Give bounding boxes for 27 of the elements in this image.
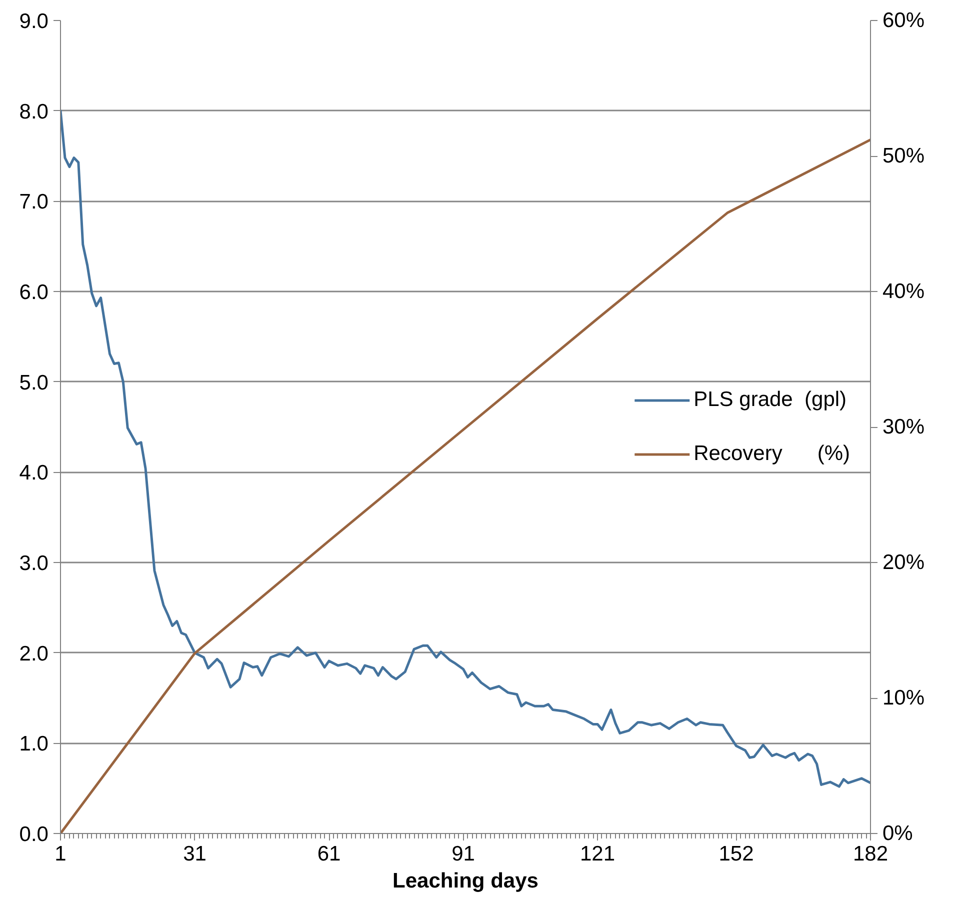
y2-tick-label: 20%: [882, 551, 925, 574]
y2-tick-label: 10%: [882, 686, 925, 710]
y-tick-label: 7.0: [19, 190, 49, 214]
y2-tick-label: 0%: [882, 822, 913, 845]
y-tick-label: 5.0: [19, 371, 49, 394]
legend-label: PLS grade (gpl): [694, 388, 847, 412]
y2-tick-label: 40%: [882, 280, 925, 303]
y2-tick-label: 30%: [882, 416, 925, 438]
y-tick-label: 9.0: [19, 10, 49, 33]
y-tick-label: 3.0: [19, 552, 49, 575]
x-tick-label: 121: [580, 842, 616, 866]
x-tick-label: 61: [317, 842, 341, 866]
y-tick-label: 6.0: [19, 281, 49, 304]
y2-tick-label: 60%: [882, 9, 925, 32]
y-tick-label: 4.0: [19, 462, 49, 485]
x-tick-label: 182: [852, 842, 888, 866]
legend-label: Recovery (%): [694, 442, 850, 466]
y-tick-label: 0.0: [19, 823, 49, 846]
y-tick-label: 2.0: [19, 642, 49, 666]
x-tick-label: 91: [452, 842, 475, 866]
x-tick-label: 1: [54, 842, 66, 866]
y-tick-label: 1.0: [19, 732, 49, 756]
x-tick-label: 31: [183, 842, 206, 866]
x-tick-label: 152: [718, 842, 754, 866]
y2-tick-label: 50%: [882, 144, 925, 168]
x-axis-title: Leaching days: [392, 870, 538, 892]
y-tick-label: 8.0: [19, 100, 49, 124]
